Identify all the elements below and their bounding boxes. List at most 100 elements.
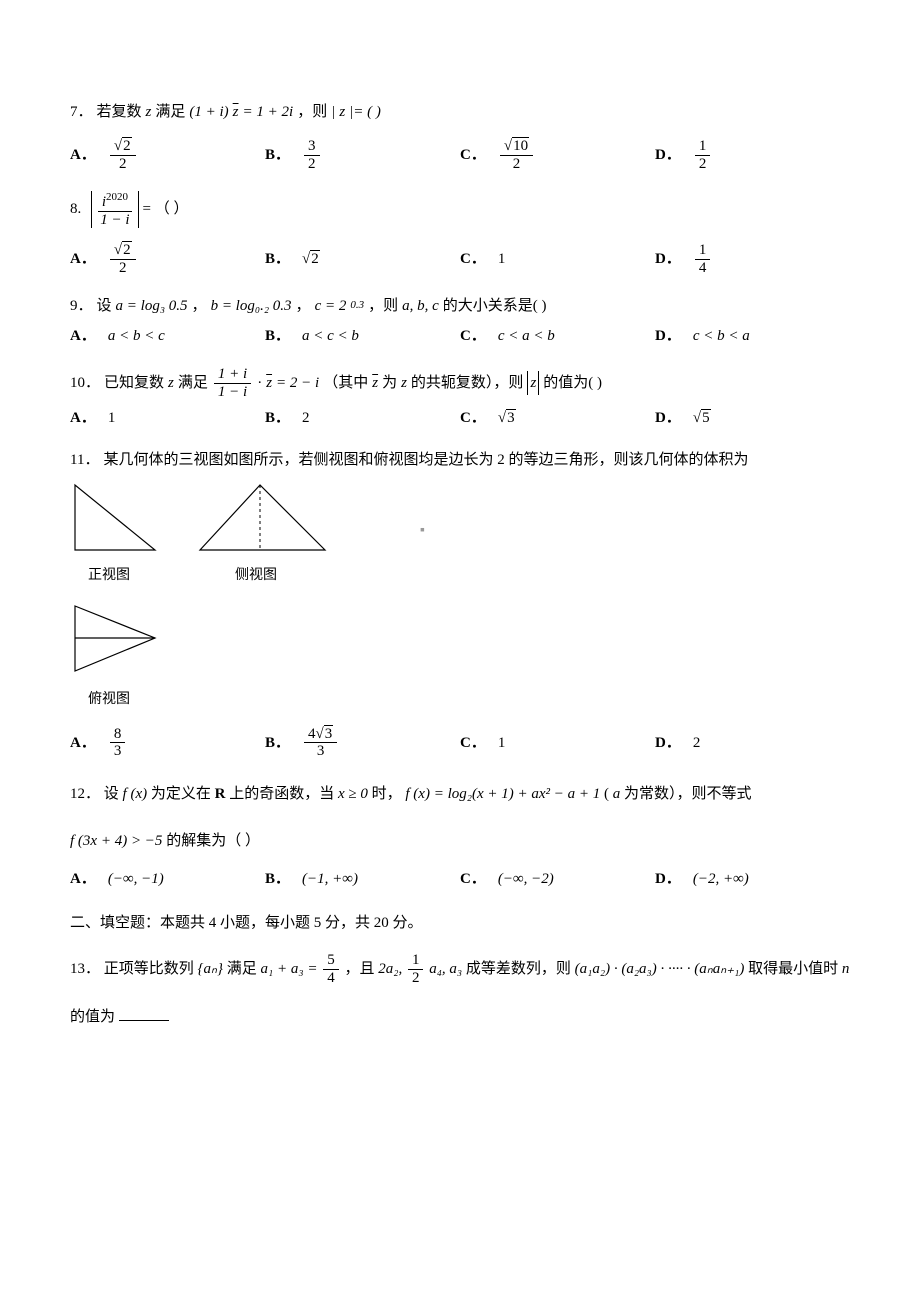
sqrt-icon: 3: [498, 406, 516, 430]
q13-text-e: 的值为: [70, 1009, 115, 1025]
q8-tail: = （ ）: [143, 197, 189, 221]
q9-comma1: ，: [192, 294, 207, 318]
fill-blank: [119, 1006, 169, 1021]
q11-views-row1: 正视图 侧视图 ▪: [70, 480, 850, 597]
front-view-svg: [70, 480, 165, 555]
q12-opt-a: A． (−∞, −1): [70, 867, 265, 891]
q12-number: 12．: [70, 786, 100, 802]
q8-d-frac: 1 4: [695, 242, 711, 276]
q11-number: 11．: [70, 448, 99, 472]
q10-stem: 10． 已知复数 z 满足 1 + i 1 − i · z = 2 − i （其…: [70, 366, 850, 400]
q7-expr-l: (1 + i): [189, 100, 228, 124]
q12-a: a: [613, 786, 621, 802]
opt-label-a: A．: [70, 324, 96, 348]
triangle-right: [75, 485, 155, 550]
sqrt-icon: 5: [693, 406, 711, 430]
q8-number: 8.: [70, 197, 81, 221]
q9-number: 9．: [70, 294, 93, 318]
q7-opt-d: D． 1 2: [655, 138, 850, 172]
q13-stem: 13． 正项等比数列 {aₙ} 满足 a₁ + a₃ = 5 4 ，且 2a₂,…: [70, 951, 850, 987]
question-9: 9． 设 a = log₃ 0.5 ， b = log₀.₂ 0.3 ， c =…: [70, 294, 850, 348]
q10-eq: = 2 − i: [276, 371, 319, 395]
section-2-header: 二、填空题：本题共 4 小题，每小题 5 分，共 20 分。: [70, 911, 850, 935]
q13-text-c: 成等差数列，则: [466, 961, 571, 977]
q10-text-d: 为: [382, 371, 397, 395]
opt-label-d: D．: [655, 731, 681, 755]
q10-a-val: 1: [108, 406, 116, 430]
sqrt-icon: 2: [302, 247, 320, 271]
question-12: 12． 设 f (x) 为定义在 R 上的奇函数，当 x ≥ 0 时， f (x…: [70, 778, 850, 891]
opt-label-a: A．: [70, 867, 96, 891]
side-view-label: 侧视图: [195, 565, 335, 587]
q9-b-val: a < c < b: [302, 324, 359, 348]
opt-label-c: C．: [460, 324, 486, 348]
q7-z: z: [146, 100, 152, 124]
center-marker-icon: ▪: [420, 520, 425, 542]
q13-prod: (a₁a₂) · (a₂a₃) · ···· · (aₙaₙ₊₁): [575, 961, 745, 977]
q10-abs-z: z: [527, 371, 539, 395]
q7-zbar: z: [233, 100, 239, 124]
q12-stem-line1: 12． 设 f (x) 为定义在 R 上的奇函数，当 x ≥ 0 时， f (x…: [70, 778, 850, 811]
q10-dot: ·: [257, 371, 262, 395]
opt-label-d: D．: [655, 143, 681, 167]
q13-ap2: a₄, a₃: [429, 961, 462, 977]
q13-number: 13．: [70, 961, 100, 977]
q11-stem: 11． 某几何体的三视图如图所示，若侧视图和俯视图均是边长为 2 的等边三角形，…: [70, 448, 850, 472]
q8-opt-b: B． 2: [265, 242, 460, 276]
side-view: 侧视图: [195, 480, 335, 597]
q9-c-sup: 0.3: [350, 297, 364, 315]
q9-d-val: c < b < a: [693, 324, 750, 348]
q12-options: A． (−∞, −1) B． (−1, +∞) C． (−∞, −2) D． (…: [70, 867, 850, 891]
q8-frac: i2020 1 − i: [96, 191, 133, 228]
side-view-svg: [195, 480, 335, 555]
sqrt-icon: 10: [504, 138, 529, 155]
q10-text-e: 的共轭复数），则: [411, 371, 524, 395]
q7-text-d: |= ( ): [349, 100, 381, 124]
q7-b-frac: 3 2: [304, 138, 320, 172]
opt-label-c: C．: [460, 406, 486, 430]
q12-opt-b: B． (−1, +∞): [265, 867, 460, 891]
q11-opt-d: D． 2: [655, 726, 850, 760]
opt-label-c: C．: [460, 731, 486, 755]
opt-label-d: D．: [655, 247, 681, 271]
opt-label-a: A．: [70, 247, 96, 271]
q12-d-val: (−2, +∞): [693, 867, 749, 891]
q9-text-b: ，则: [368, 294, 398, 318]
q12-text-e: (: [604, 786, 609, 802]
q9-text-a: 设: [97, 294, 112, 318]
q8-abs: i2020 1 − i: [91, 190, 138, 228]
q9-opt-c: C． c < a < b: [460, 324, 655, 348]
opt-label-c: C．: [460, 247, 486, 271]
question-11: 11． 某几何体的三视图如图所示，若侧视图和俯视图均是边长为 2 的等边三角形，…: [70, 448, 850, 760]
q12-text-d: 时，: [372, 786, 402, 802]
q10-b-val: 2: [302, 406, 310, 430]
q12-text-a: 设: [104, 786, 119, 802]
q10-text-c: （其中: [323, 371, 368, 395]
opt-label-b: B．: [265, 324, 290, 348]
q9-b-expr: b = log₀.₂ 0.3: [211, 294, 292, 318]
q13-ap1: 2a₂,: [378, 961, 406, 977]
q9-opt-d: D． c < b < a: [655, 324, 850, 348]
q13-comma: ，且: [344, 961, 374, 977]
opt-label-d: D．: [655, 867, 681, 891]
q12-R: R: [215, 786, 226, 802]
opt-label-b: B．: [265, 867, 290, 891]
opt-label-c: C．: [460, 867, 486, 891]
q7-stem: 7． 若复数 z 满足 (1 + i) z = 1 + 2i ，则 | z |=…: [70, 100, 850, 124]
opt-label-b: B．: [265, 247, 290, 271]
q9-vars: a, b, c: [402, 294, 439, 318]
q8-opt-c: C． 1: [460, 242, 655, 276]
opt-label-a: A．: [70, 406, 96, 430]
opt-label-b: B．: [265, 731, 290, 755]
q13-seq: {aₙ}: [198, 961, 223, 977]
q13-frac1: 5 4: [323, 952, 339, 986]
q12-c-val: (−∞, −2): [498, 867, 554, 891]
q11-options: A． 8 3 B． 43 3 C． 1 D． 2: [70, 726, 850, 760]
front-view-label: 正视图: [70, 565, 165, 587]
q7-options: A． 2 2 B． 3 2 C． 10 2 D． 1 2: [70, 138, 850, 172]
q9-a-expr: a = log₃ 0.5: [116, 294, 188, 318]
q12-cond: x ≥ 0: [338, 786, 368, 802]
q8-stem: 8. i2020 1 − i = （ ）: [70, 190, 850, 228]
q7-opt-a: A． 2 2: [70, 138, 265, 172]
opt-label-d: D．: [655, 406, 681, 430]
